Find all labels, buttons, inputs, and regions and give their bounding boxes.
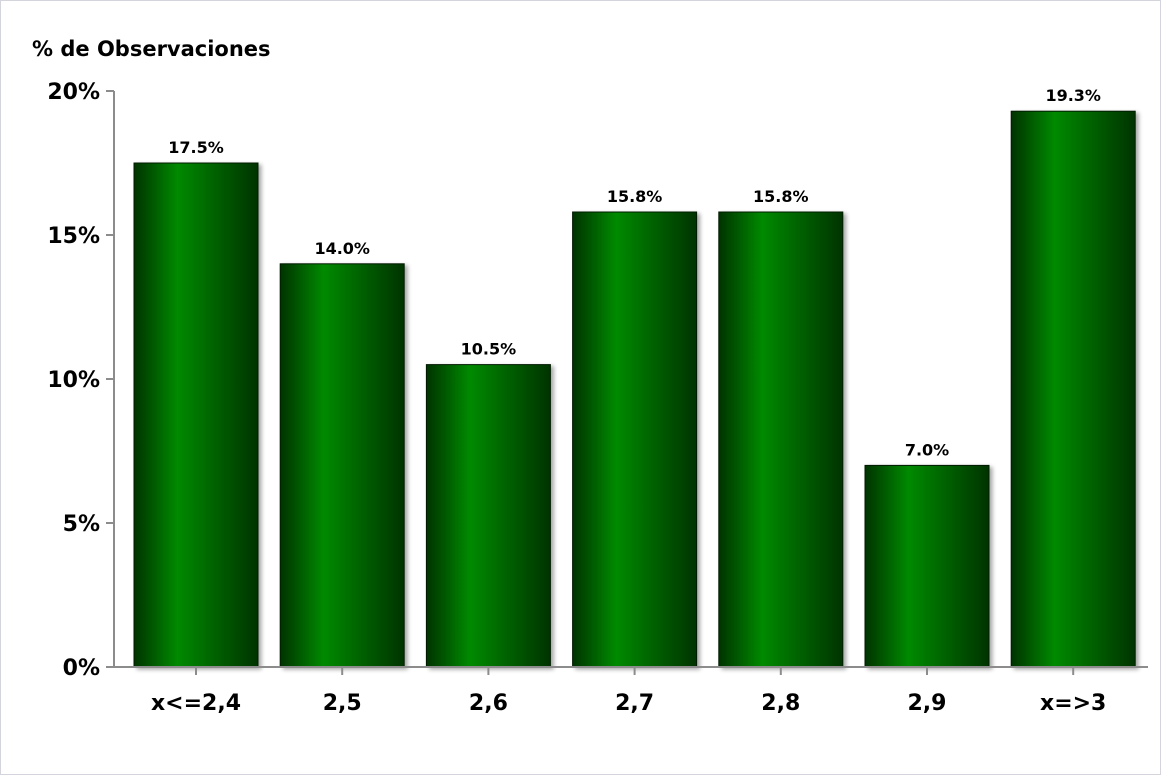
bar-2: [279, 263, 405, 668]
data-label-1: 17.5%: [168, 138, 224, 157]
x-tick-label-4: 2,7: [615, 691, 654, 716]
data-label-2: 14.0%: [314, 239, 370, 258]
bars-group: 17.5% 14.0% 10.5% 15.8% 15.8% 7.0% 19.3%: [133, 86, 1136, 668]
bar-4: [572, 211, 698, 668]
bar-3: [425, 364, 551, 668]
data-label-5: 15.8%: [753, 187, 809, 206]
x-tick-label-7: x=>3: [1040, 691, 1106, 716]
bar-7: [1010, 110, 1136, 668]
y-ticks-group: 0% 5% 10% 15% 20%: [47, 80, 114, 681]
y-tick-label-3: 10%: [47, 368, 100, 393]
x-tick-label-3: 2,6: [469, 691, 508, 716]
x-ticks-group: x<=2,4 2,5 2,6 2,7 2,8 2,9 x=>3: [151, 667, 1106, 716]
data-label-7: 19.3%: [1045, 86, 1101, 105]
bar-6: [864, 464, 990, 668]
x-tick-label-6: 2,9: [908, 691, 947, 716]
y-tick-label-5: 20%: [47, 80, 100, 105]
data-label-6: 7.0%: [905, 440, 949, 459]
data-label-3: 10.5%: [461, 340, 517, 359]
x-tick-label-5: 2,8: [761, 691, 800, 716]
bar-5: [718, 211, 844, 668]
x-tick-label-1: x<=2,4: [151, 691, 241, 716]
y-axis-label: % de Observaciones: [32, 37, 271, 61]
x-tick-label-2: 2,5: [323, 691, 362, 716]
y-tick-label-1: 0%: [63, 656, 100, 681]
y-tick-label-4: 15%: [47, 224, 100, 249]
data-label-4: 15.8%: [607, 187, 663, 206]
y-tick-label-2: 5%: [63, 512, 100, 537]
bar-1: [133, 162, 259, 668]
